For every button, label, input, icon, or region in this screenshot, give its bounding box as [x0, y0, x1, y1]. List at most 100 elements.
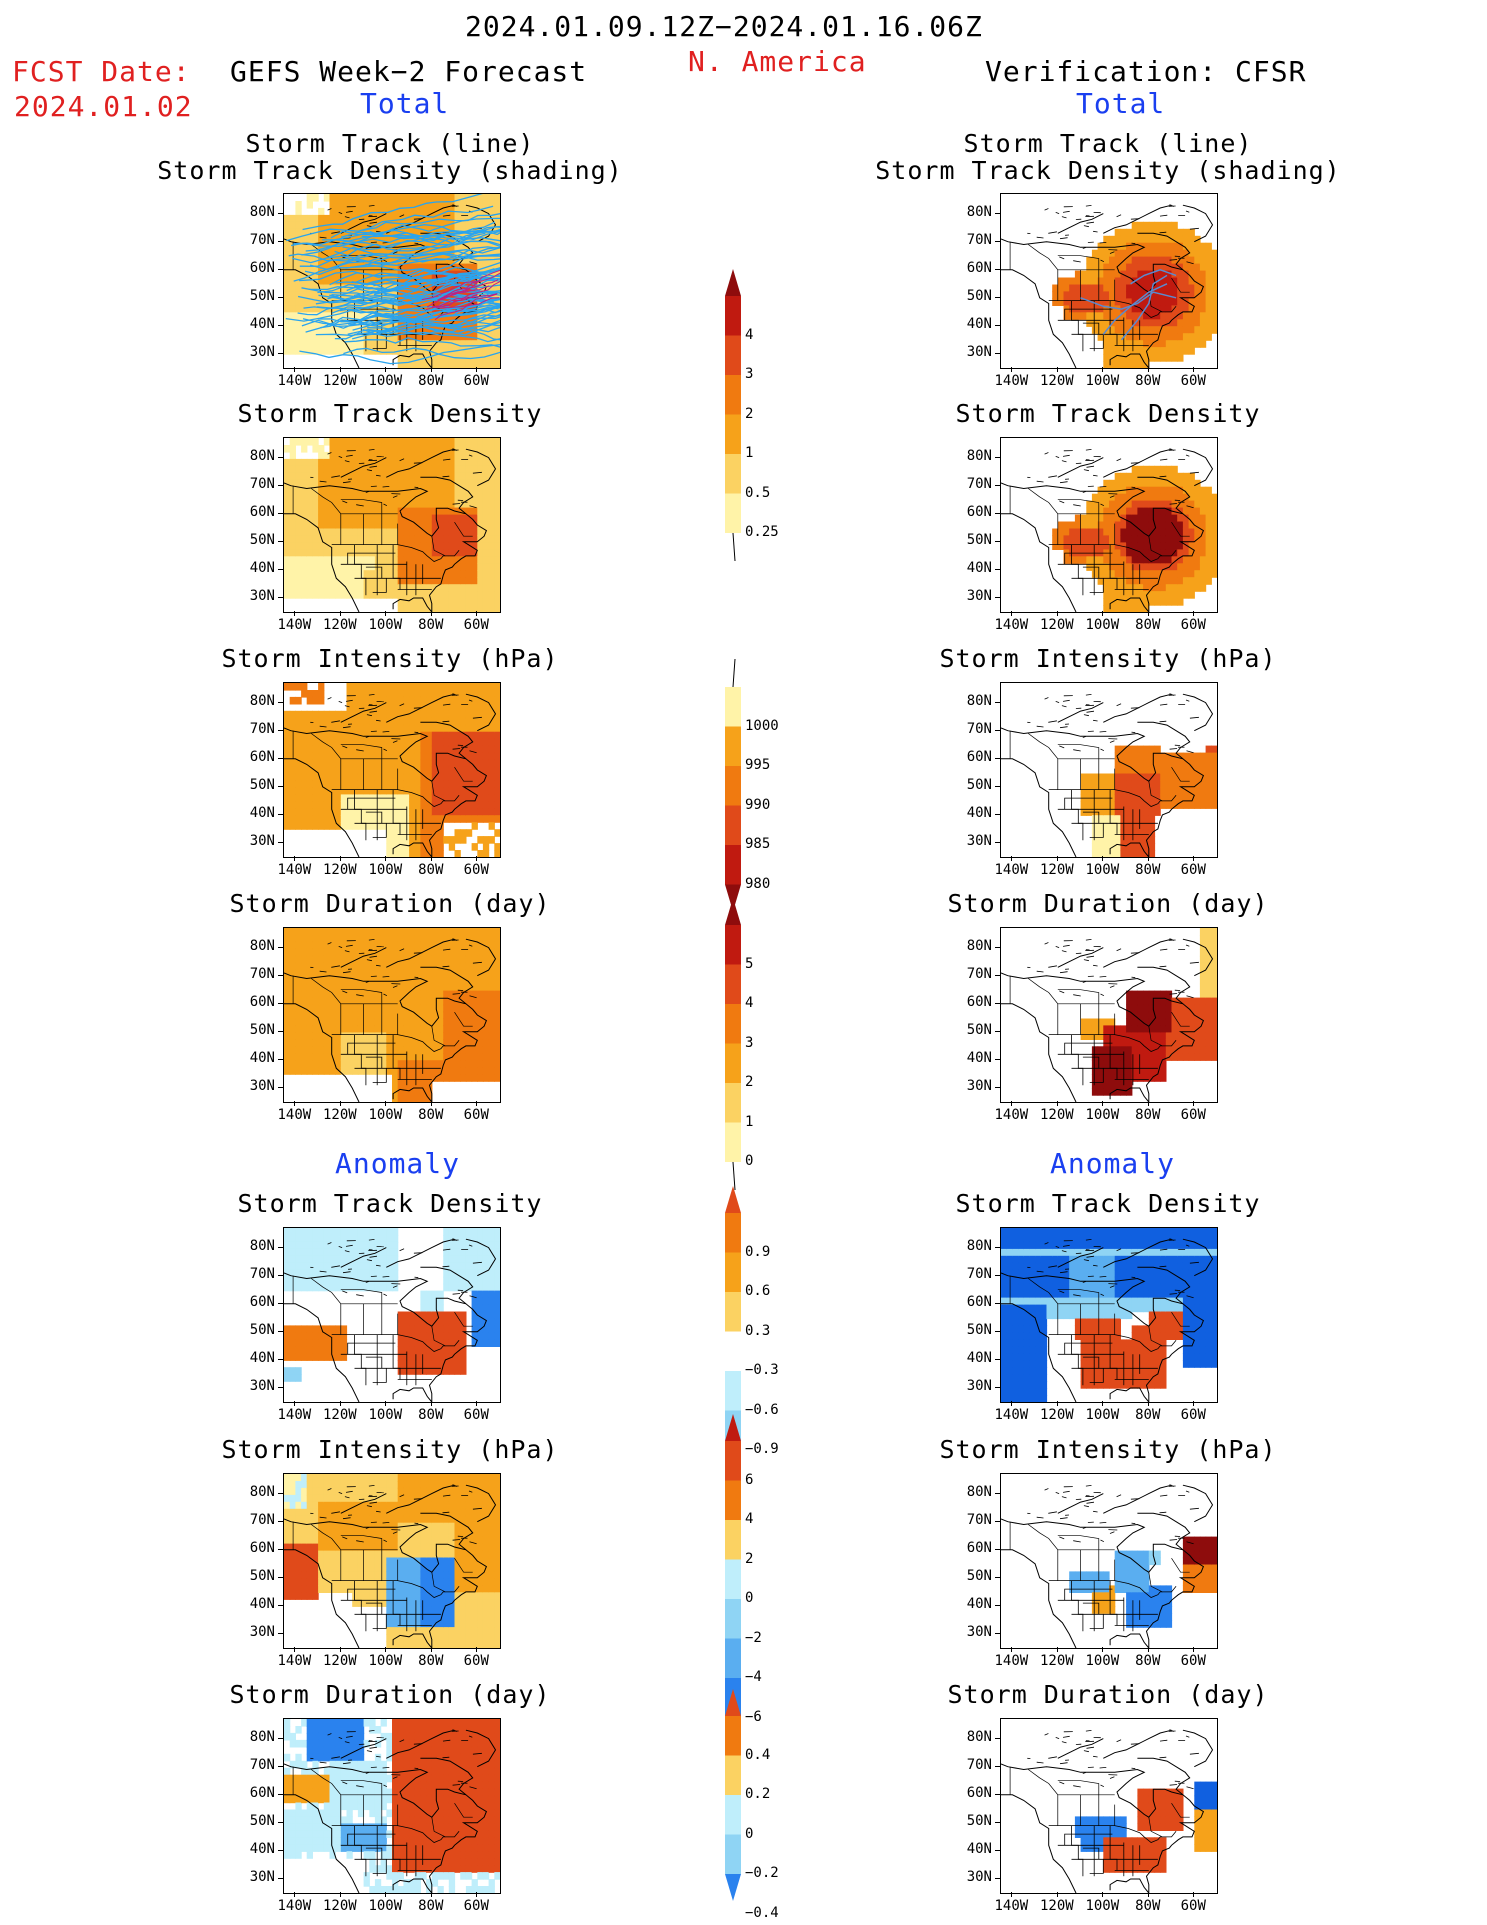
field-cell: [1143, 780, 1150, 788]
field-cell: [295, 766, 302, 775]
field-cell: [448, 194, 456, 202]
field-cell: [1109, 249, 1116, 258]
field-cell: [1143, 507, 1150, 516]
field-cell: [477, 263, 484, 272]
field-cell: [335, 1060, 342, 1068]
field-cell: [1154, 479, 1161, 488]
field-cell: [386, 935, 393, 943]
state-border: [347, 552, 396, 565]
field-cell: [471, 794, 478, 802]
field-cell: [414, 941, 421, 950]
field-cell: [1097, 808, 1104, 816]
field-cell: [403, 696, 410, 705]
field-cell: [488, 836, 495, 844]
field-cell: [346, 479, 353, 488]
field-cell: [443, 683, 450, 691]
field-cell: [454, 438, 461, 446]
field-cell: [323, 962, 331, 971]
field-cell: [312, 1025, 319, 1033]
field-cell: [312, 724, 319, 733]
field-cell: [437, 577, 444, 585]
field-cell: [1160, 354, 1167, 362]
field-cell: [1143, 745, 1150, 754]
field-cell: [471, 745, 478, 754]
field-cell: [329, 787, 336, 795]
field-cell: [1171, 570, 1178, 578]
field-cell: [306, 752, 313, 761]
field-cell: [1097, 570, 1104, 578]
field-cell: [426, 333, 433, 341]
field-cell: [1131, 780, 1138, 788]
lon-label: 120W: [1039, 617, 1074, 633]
field-cell: [460, 738, 467, 747]
field-cell: [374, 507, 382, 516]
field-cell: [437, 738, 444, 747]
field-cell: [1205, 500, 1212, 509]
field-cell: [392, 948, 399, 957]
island-outline: [1036, 480, 1044, 483]
field-cell: [1160, 787, 1167, 795]
field-cell: [1188, 263, 1195, 272]
field-cell: [329, 591, 336, 599]
field-cell: [1154, 521, 1161, 530]
field-cell: [420, 773, 427, 782]
field-cell: [1137, 493, 1144, 502]
field-cell: [386, 535, 393, 543]
field-cell: [318, 990, 325, 999]
field-cell: [1086, 535, 1093, 543]
field-cell: [1148, 745, 1156, 754]
field-cell: [420, 941, 427, 950]
coastline: [1057, 702, 1104, 723]
field-cell: [460, 214, 467, 223]
field-cell: [1131, 850, 1138, 857]
field-cell: [392, 319, 399, 327]
field-cell: [437, 333, 444, 341]
field-cell: [420, 1039, 427, 1047]
field-cell: [380, 955, 387, 964]
field-cell: [392, 570, 399, 578]
field-cell: [1211, 500, 1217, 509]
field-cell: [329, 207, 336, 216]
field-cell: [284, 935, 291, 943]
field-cell: [471, 766, 478, 775]
field-cell: [403, 354, 410, 362]
field-cell: [482, 808, 490, 816]
field-cell: [323, 1018, 331, 1027]
field-cell: [312, 465, 319, 474]
field-cell: [295, 298, 302, 306]
field-cell: [443, 1067, 450, 1075]
field-cell: [409, 1088, 416, 1096]
field-cell: [448, 780, 456, 788]
field-cell: [482, 724, 490, 733]
field-cell: [301, 935, 308, 943]
field-cell: [1131, 794, 1138, 802]
field-cell: [369, 340, 376, 348]
field-cell: [306, 228, 313, 237]
field-cell: [409, 822, 416, 830]
field-cell: [1205, 319, 1212, 327]
field-cell: [374, 577, 382, 585]
field-cell: [318, 326, 325, 334]
field-cell: [1205, 507, 1212, 516]
field-cell: [386, 787, 393, 795]
lat-label: 80N: [966, 692, 992, 709]
field-cell: [477, 493, 484, 502]
field-cell: [392, 983, 399, 992]
field-cell: [323, 570, 331, 578]
field-cell: [1097, 514, 1104, 523]
field-cell: [420, 514, 427, 523]
field-cell: [471, 201, 478, 209]
field-cell: [301, 745, 308, 754]
field-cell: [346, 312, 353, 320]
field-cell: [1063, 277, 1070, 286]
field-cell: [340, 1025, 348, 1033]
field-cell: [340, 1011, 348, 1020]
field-cell: [335, 1067, 342, 1075]
field-cell: [465, 584, 473, 592]
field-cell: [1154, 780, 1161, 788]
coastline: [284, 482, 488, 612]
field-cell: [1148, 843, 1156, 851]
field-cell: [335, 759, 342, 768]
field-cell: [346, 221, 353, 230]
field-cell: [1177, 242, 1184, 251]
